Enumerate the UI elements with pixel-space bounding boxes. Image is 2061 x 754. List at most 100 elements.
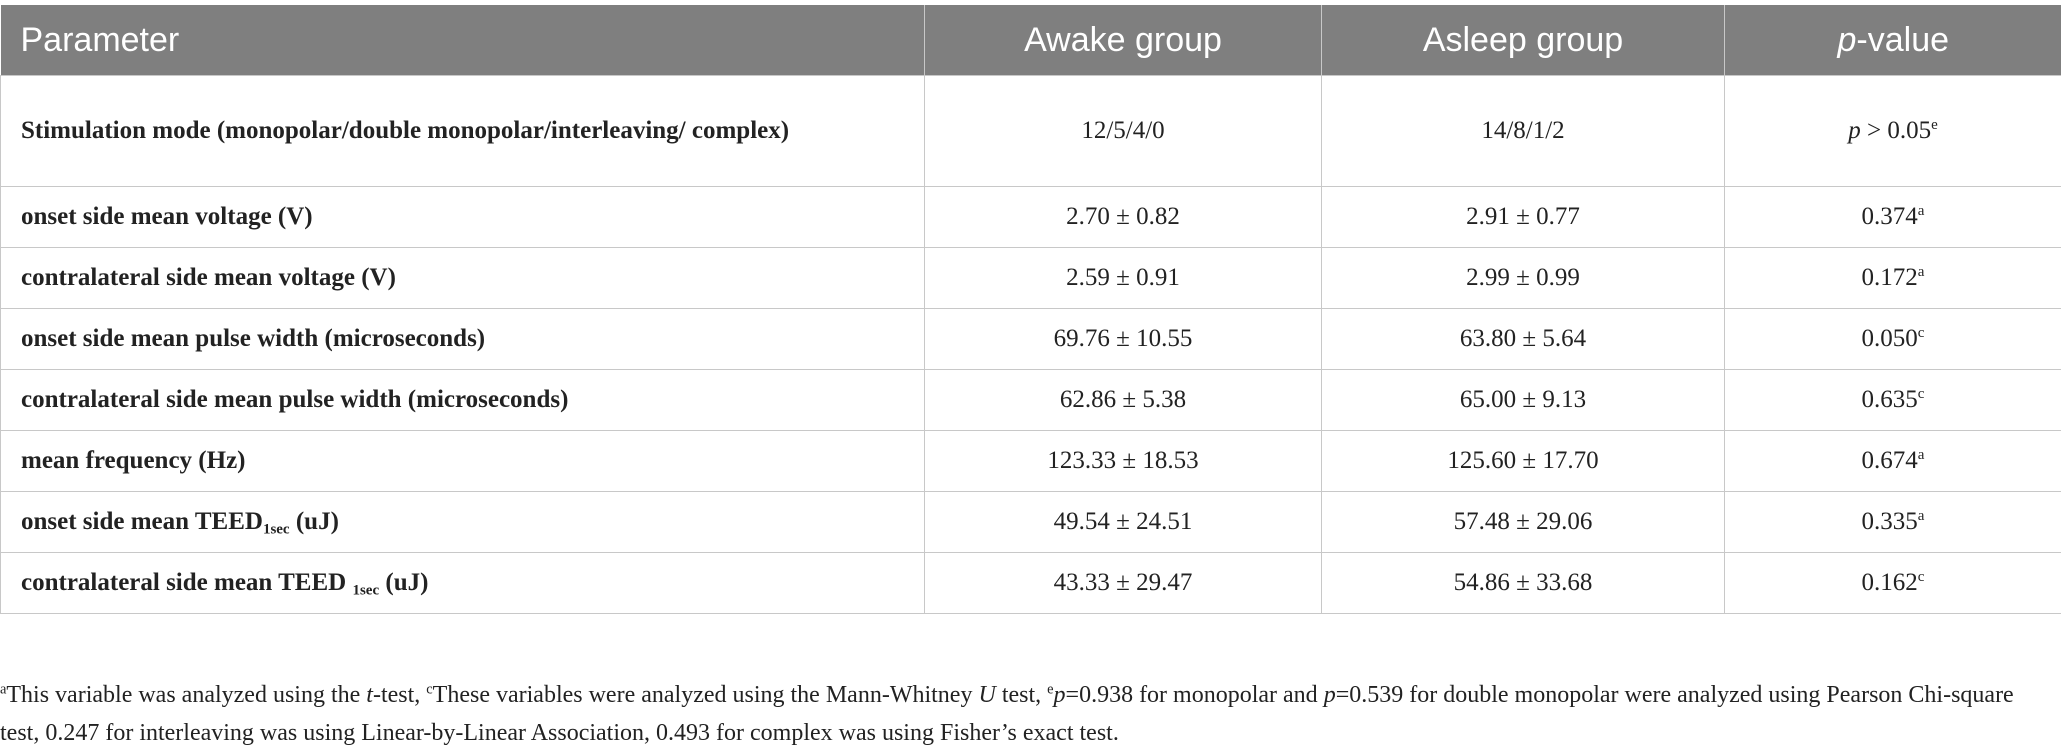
subscript: 1sec bbox=[262, 521, 290, 538]
text: 14/8/1/2 bbox=[1481, 117, 1565, 144]
superscript: a bbox=[1917, 264, 1925, 280]
italic-text: p bbox=[1848, 117, 1861, 144]
table-cell: contralateral side mean voltage (V) bbox=[0, 247, 925, 309]
table-cell: onset side mean voltage (V) bbox=[0, 186, 925, 248]
text: 123.33 ± 18.53 bbox=[1047, 447, 1199, 474]
text: 0.050 bbox=[1861, 325, 1918, 352]
table-row: contralateral side mean pulse width (mic… bbox=[0, 369, 2061, 431]
text: 57.48 ± 29.06 bbox=[1453, 508, 1593, 535]
text: mean frequency (Hz) bbox=[21, 447, 246, 474]
table-cell: 57.48 ± 29.06 bbox=[1321, 491, 1725, 553]
table-cell: 65.00 ± 9.13 bbox=[1321, 369, 1725, 431]
table-cell: 2.70 ± 0.82 bbox=[924, 186, 1322, 248]
superscript: a bbox=[1917, 447, 1925, 463]
text: 63.80 ± 5.64 bbox=[1459, 325, 1587, 352]
superscript: e bbox=[1931, 117, 1938, 133]
text: 49.54 ± 24.51 bbox=[1053, 508, 1193, 535]
table-row: mean frequency (Hz) 123.33 ± 18.53 125.60 … bbox=[0, 430, 2061, 492]
table-cell: 123.33 ± 18.53 bbox=[924, 430, 1322, 492]
italic-text: p bbox=[1837, 20, 1857, 59]
table-row: onset side mean voltage (V) 2.70 ± 0.82 2.… bbox=[0, 186, 2061, 248]
table-cell: 62.86 ± 5.38 bbox=[924, 369, 1322, 431]
table-cell: p > 0.05e bbox=[1724, 75, 2061, 187]
text: Stimulation mode (monopolar/double monop… bbox=[21, 117, 790, 144]
superscript: a bbox=[1917, 508, 1925, 524]
text: onset side mean pulse width (microsecond… bbox=[21, 325, 486, 352]
table-cell: Stimulation mode (monopolar/double monop… bbox=[0, 75, 925, 187]
text: contralateral side mean voltage (V) bbox=[21, 264, 396, 291]
header-cell: Asleep group bbox=[1321, 5, 1725, 76]
text: 2.59 ± 0.91 bbox=[1066, 264, 1180, 291]
italic-text: p bbox=[1323, 682, 1336, 708]
text: 0.374 bbox=[1861, 203, 1918, 230]
text: 0.674 bbox=[1861, 447, 1918, 474]
table-cell: 12/5/4/0 bbox=[924, 75, 1322, 187]
table-cell: 125.60 ± 17.70 bbox=[1321, 430, 1725, 492]
text: 0.162 bbox=[1861, 569, 1918, 596]
text: onset side mean voltage (V) bbox=[21, 203, 313, 230]
table-cell: 0.050c bbox=[1724, 308, 2061, 370]
text: =0.539 for double monopolar were analyze… bbox=[0, 682, 2014, 746]
table-row: onset side mean pulse width (microsecond… bbox=[0, 308, 2061, 370]
table-row: onset side mean TEED1sec (uJ) 49.54 ± 24.… bbox=[0, 491, 2061, 553]
table-cell: contralateral side mean TEED 1sec (uJ) bbox=[0, 552, 925, 614]
text: 0.635 bbox=[1861, 386, 1918, 413]
italic-text: t bbox=[366, 682, 373, 708]
table-cell: 49.54 ± 24.51 bbox=[924, 491, 1322, 553]
text: 125.60 ± 17.70 bbox=[1447, 447, 1599, 474]
superscript: c bbox=[426, 681, 433, 698]
table-cell: onset side mean pulse width (microsecond… bbox=[0, 308, 925, 370]
text: These variables were analyzed using the … bbox=[432, 682, 979, 708]
table-cell: contralateral side mean pulse width (mic… bbox=[0, 369, 925, 431]
text: (uJ) bbox=[379, 569, 429, 596]
header-row: Parameter Awake group Asleep group p-value bbox=[0, 5, 2061, 76]
text: contralateral side mean pulse width (mic… bbox=[21, 386, 569, 413]
text: 12/5/4/0 bbox=[1081, 117, 1165, 144]
table: Parameter Awake group Asleep group p-value … bbox=[0, 5, 2061, 614]
table-row: contralateral side mean voltage (V) 2.59 … bbox=[0, 247, 2061, 309]
table-cell: 69.76 ± 10.55 bbox=[924, 308, 1322, 370]
text: 2.70 ± 0.82 bbox=[1066, 203, 1180, 230]
table-cell: 14/8/1/2 bbox=[1321, 75, 1725, 187]
superscript: c bbox=[1917, 386, 1925, 402]
text: > 0.05 bbox=[1860, 117, 1932, 144]
table-cell: 43.33 ± 29.47 bbox=[924, 552, 1322, 614]
text: 2.91 ± 0.77 bbox=[1466, 203, 1580, 230]
text: Asleep group bbox=[1422, 20, 1624, 59]
superscript: a bbox=[0, 681, 7, 698]
text: 69.76 ± 10.55 bbox=[1053, 325, 1193, 352]
header-cell: p-value bbox=[1724, 5, 2061, 76]
table-cell: 63.80 ± 5.64 bbox=[1321, 308, 1725, 370]
text: This variable was analyzed using the bbox=[6, 682, 367, 708]
text: 43.33 ± 29.47 bbox=[1053, 569, 1193, 596]
table-cell: 2.59 ± 0.91 bbox=[924, 247, 1322, 309]
table-cell: 0.162c bbox=[1724, 552, 2061, 614]
table-cell: 0.674a bbox=[1724, 430, 2061, 492]
superscript: e bbox=[1047, 681, 1054, 698]
text: test, bbox=[995, 682, 1048, 708]
header-cell: Awake group bbox=[924, 5, 1322, 76]
italic-text: p bbox=[1053, 682, 1066, 708]
text: 2.99 ± 0.99 bbox=[1466, 264, 1580, 291]
footnote: aThis variable was analyzed using the t-… bbox=[0, 676, 2040, 752]
text: Awake group bbox=[1024, 20, 1222, 59]
text: 0.335 bbox=[1861, 508, 1918, 535]
table-cell: 54.86 ± 33.68 bbox=[1321, 552, 1725, 614]
table-cell: onset side mean TEED1sec (uJ) bbox=[0, 491, 925, 553]
superscript: c bbox=[1917, 569, 1925, 585]
table-cell: 2.91 ± 0.77 bbox=[1321, 186, 1725, 248]
text: onset side mean TEED bbox=[21, 508, 263, 535]
text: 65.00 ± 9.13 bbox=[1459, 386, 1587, 413]
subscript: 1sec bbox=[352, 582, 380, 599]
table-body: Stimulation mode (monopolar/double monop… bbox=[0, 75, 2061, 614]
table-cell: 0.635c bbox=[1724, 369, 2061, 431]
table-cell: 0.374a bbox=[1724, 186, 2061, 248]
text: =0.938 for monopolar and bbox=[1065, 682, 1324, 708]
text: contralateral side mean TEED bbox=[21, 569, 353, 596]
italic-text: U bbox=[978, 682, 996, 708]
text: -value bbox=[1856, 20, 1950, 59]
table-cell: mean frequency (Hz) bbox=[0, 430, 925, 492]
table-row: contralateral side mean TEED 1sec (uJ) 43… bbox=[0, 552, 2061, 614]
superscript: a bbox=[1917, 203, 1925, 219]
